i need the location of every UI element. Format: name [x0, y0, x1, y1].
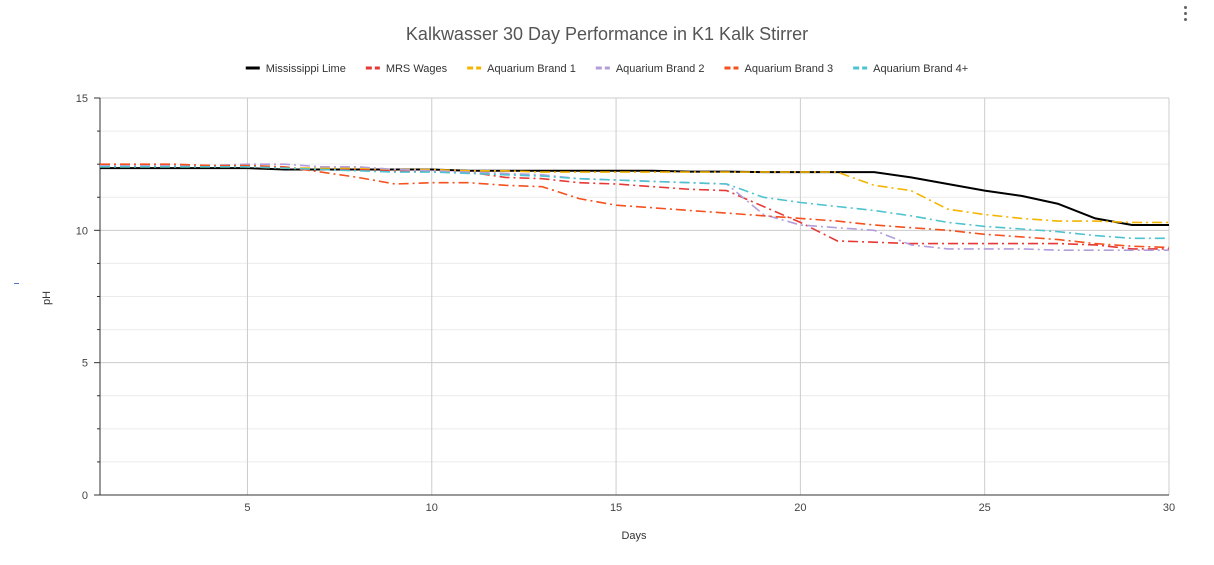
x-axis-label: Days [621, 530, 647, 542]
x-tick-label: 10 [426, 502, 438, 514]
chart-title: Kalkwasser 30 Day Performance in K1 Kalk… [406, 24, 808, 44]
series-line-1 [100, 167, 1169, 226]
legend: Mississippi Lime MRS Wages Aquarium Brand … [245, 63, 968, 75]
series-layer [100, 163, 1170, 251]
legend-item-1[interactable]: Mississippi Lime [245, 63, 346, 75]
legend-item-4[interactable]: Aquarium Brand 2 [595, 63, 705, 75]
legend-label: Mississippi Lime [266, 63, 346, 75]
y-tick-label: 0 [82, 490, 88, 502]
series-line-5 [100, 163, 1170, 249]
dot-icon [1183, 17, 1187, 21]
x-tick-label: 30 [1163, 502, 1175, 514]
more-options-icon[interactable] [1176, 2, 1194, 24]
x-tick-label: 15 [610, 502, 622, 514]
legend-item-3[interactable]: Aquarium Brand 1 [467, 63, 576, 75]
series-line-4 [100, 163, 1169, 251]
series-line-6 [100, 166, 1169, 240]
axis-marker [14, 283, 19, 284]
legend-item-5[interactable]: Aquarium Brand 3 [724, 63, 833, 75]
legend-label: Aquarium Brand 3 [744, 63, 833, 75]
legend-item-6[interactable]: Aquarium Brand 4+ [853, 63, 968, 75]
tick-labels: 0 5 10 15 5 10 15 20 25 30 [76, 93, 1175, 514]
series-line-3 [100, 166, 1169, 224]
x-tick-label: 20 [794, 502, 806, 514]
dot-icon [1183, 11, 1187, 15]
series-line-2 [100, 164, 1169, 250]
legend-label: MRS Wages [386, 63, 448, 75]
legend-item-2[interactable]: MRS Wages [365, 63, 448, 75]
y-tick-label: 15 [76, 93, 88, 105]
dot-icon [1183, 5, 1187, 9]
x-tick-label: 5 [244, 502, 250, 514]
legend-label: Aquarium Brand 2 [616, 63, 705, 75]
x-tick-label: 25 [979, 502, 991, 514]
y-tick-label: 10 [76, 225, 88, 237]
y-tick-label: 5 [82, 358, 88, 370]
grid [100, 97, 1170, 495]
legend-label: Aquarium Brand 4+ [873, 63, 968, 75]
legend-label: Aquarium Brand 1 [487, 63, 576, 75]
y-axis-label: pH [41, 291, 53, 305]
